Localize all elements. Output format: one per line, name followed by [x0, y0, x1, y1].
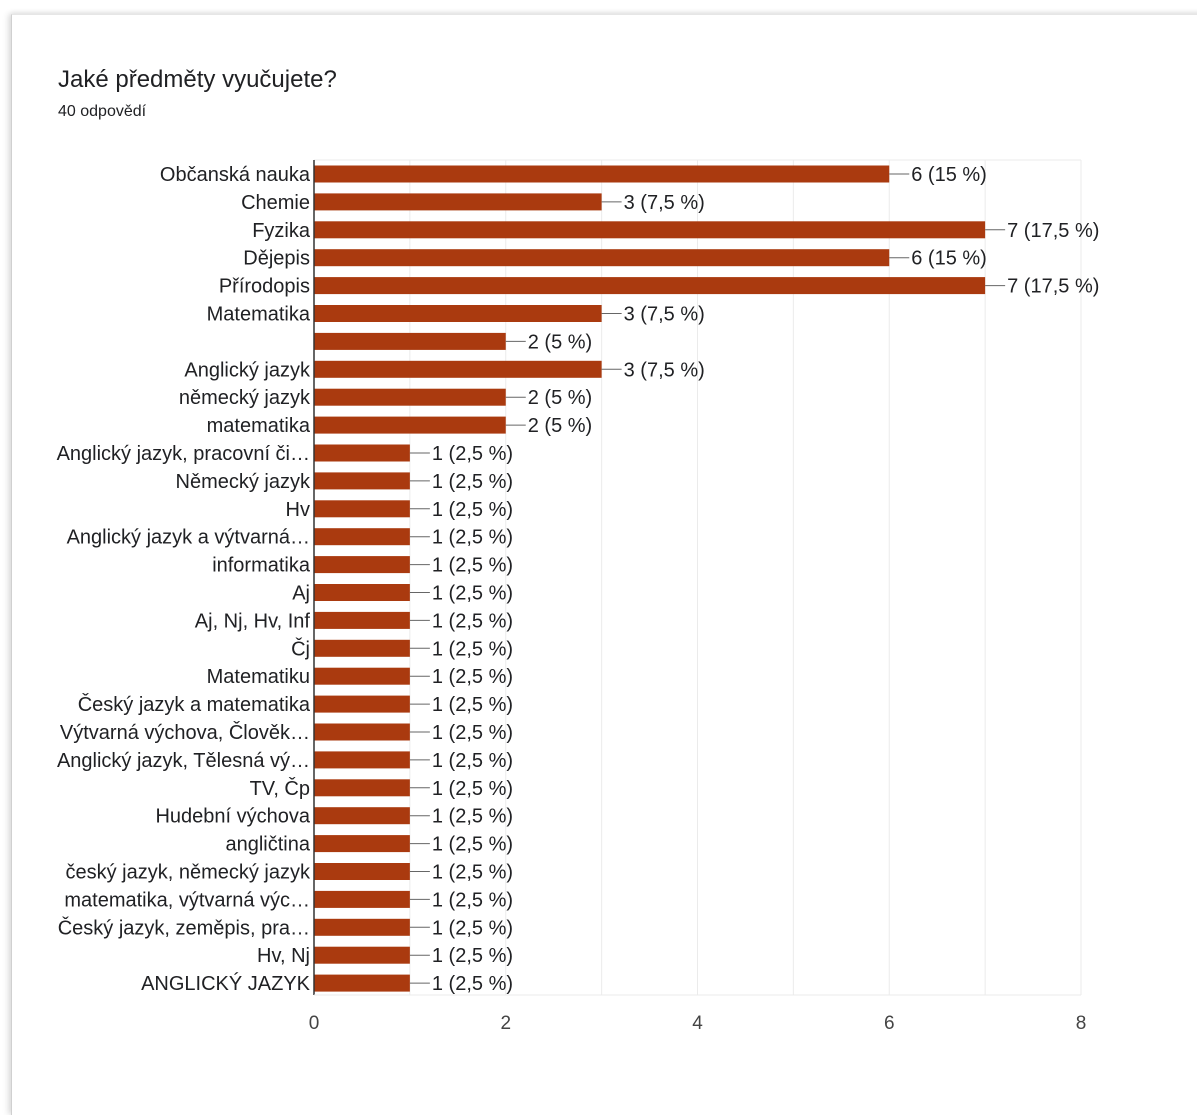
data-label: 6 (15 %) [911, 164, 987, 186]
bar [314, 500, 410, 518]
response-count: 40 odpovědí [58, 103, 147, 120]
bar [314, 444, 410, 462]
bar [314, 584, 410, 601]
bar [314, 472, 410, 490]
category-label: matematika [207, 415, 311, 437]
x-tick-label: 6 [884, 1013, 895, 1034]
category-label: Fyzika [252, 220, 311, 242]
x-tick-label: 8 [1076, 1013, 1087, 1034]
data-label: 1 (2,5 %) [432, 471, 513, 493]
bar [314, 193, 602, 211]
bar [314, 667, 410, 685]
data-label: 1 (2,5 %) [432, 443, 513, 465]
category-label: český jazyk, německý jazyk [65, 862, 311, 884]
data-label: 3 (7,5 %) [624, 304, 705, 326]
category-label: Občanská nauka [160, 164, 311, 186]
bar [314, 890, 410, 908]
data-label: 1 (2,5 %) [432, 555, 513, 577]
bar [314, 388, 506, 406]
x-tick-label: 4 [692, 1013, 703, 1034]
data-label: 1 (2,5 %) [432, 610, 513, 632]
data-label: 6 (15 %) [911, 248, 987, 270]
category-label: informatika [212, 555, 311, 577]
category-label: Přírodopis [219, 276, 310, 298]
bar [314, 416, 506, 434]
bar [314, 221, 986, 239]
data-label: 1 (2,5 %) [432, 694, 513, 716]
bar [314, 528, 410, 546]
data-label: 1 (2,5 %) [432, 527, 513, 549]
bar [314, 695, 410, 713]
data-label: 1 (2,5 %) [432, 638, 513, 660]
data-label: 1 (2,5 %) [432, 666, 513, 688]
bar [314, 556, 410, 574]
category-label: Matematika [207, 304, 311, 326]
category-label: Anglický jazyk, pracovní či… [57, 443, 310, 465]
category-label: Hudební výchova [155, 806, 310, 828]
bar [314, 723, 410, 741]
data-label: 1 (2,5 %) [432, 722, 513, 744]
category-label: německý jazyk [179, 387, 311, 409]
category-label: Hv [286, 499, 310, 521]
data-label: 1 (2,5 %) [432, 917, 513, 939]
category-label: Hv, Nj [257, 945, 310, 967]
category-label: Matematiku [207, 666, 310, 688]
data-label: 1 (2,5 %) [432, 499, 513, 521]
bar [314, 611, 410, 629]
category-label: Aj [292, 583, 310, 605]
data-label: 3 (7,5 %) [624, 359, 705, 381]
bar [314, 974, 410, 992]
category-label: angličtina [225, 834, 310, 856]
data-label: 1 (2,5 %) [432, 778, 513, 800]
bar [314, 305, 602, 322]
category-label: Dějepis [243, 248, 310, 270]
bar [314, 360, 602, 378]
data-label: 2 (5 %) [528, 331, 592, 353]
category-label: Aj, Nj, Hv, Inf [195, 610, 311, 632]
data-label: 1 (2,5 %) [432, 750, 513, 772]
bar [314, 835, 410, 853]
data-label: 1 (2,5 %) [432, 583, 513, 605]
bar [314, 779, 410, 797]
category-label: Anglický jazyk a výtvarná… [67, 527, 310, 549]
data-label: 1 (2,5 %) [432, 862, 513, 884]
category-label: Chemie [241, 192, 310, 214]
bar [314, 946, 410, 964]
x-tick-label: 2 [500, 1013, 511, 1034]
chart-card [11, 14, 1197, 1115]
data-label: 2 (5 %) [528, 387, 592, 409]
data-label: 2 (5 %) [528, 415, 592, 437]
data-label: 1 (2,5 %) [432, 889, 513, 911]
data-label: 1 (2,5 %) [432, 806, 513, 828]
category-label: matematika, výtvarná výc… [64, 889, 310, 911]
bar [314, 918, 410, 936]
bar [314, 332, 506, 350]
category-label: Čj [291, 637, 310, 660]
bar [314, 165, 890, 183]
bar [314, 639, 410, 657]
bar [314, 807, 410, 825]
data-label: 7 (17,5 %) [1007, 276, 1099, 298]
bar [314, 277, 986, 295]
bar [314, 249, 890, 267]
category-label: Německý jazyk [176, 471, 311, 493]
category-label: Anglický jazyk, Tělesná vý… [57, 750, 310, 772]
category-label: Český jazyk, zeměpis, pra… [58, 916, 310, 939]
data-label: 1 (2,5 %) [432, 834, 513, 856]
bar-chart: 0 2 4 6 8 6 (15 %) Občanská nauka 3 (7,5 %) Chem… [57, 159, 1099, 1034]
category-label: Anglický jazyk [184, 359, 311, 381]
data-label: 1 (2,5 %) [432, 945, 513, 967]
x-tick-label: 0 [309, 1013, 320, 1034]
category-label: Výtvarná výchova, Člověk… [60, 721, 310, 744]
bar [314, 751, 410, 769]
question-title: Jaké předměty vyučujete? [58, 66, 337, 93]
category-label: TV, Čp [250, 777, 310, 800]
data-label: 7 (17,5 %) [1007, 220, 1099, 242]
data-label: 3 (7,5 %) [624, 192, 705, 214]
category-label: Český jazyk a matematika [78, 693, 311, 716]
category-label: ANGLICKÝ JAZYK [141, 972, 311, 995]
bar [314, 863, 410, 880]
data-label: 1 (2,5 %) [432, 973, 513, 995]
